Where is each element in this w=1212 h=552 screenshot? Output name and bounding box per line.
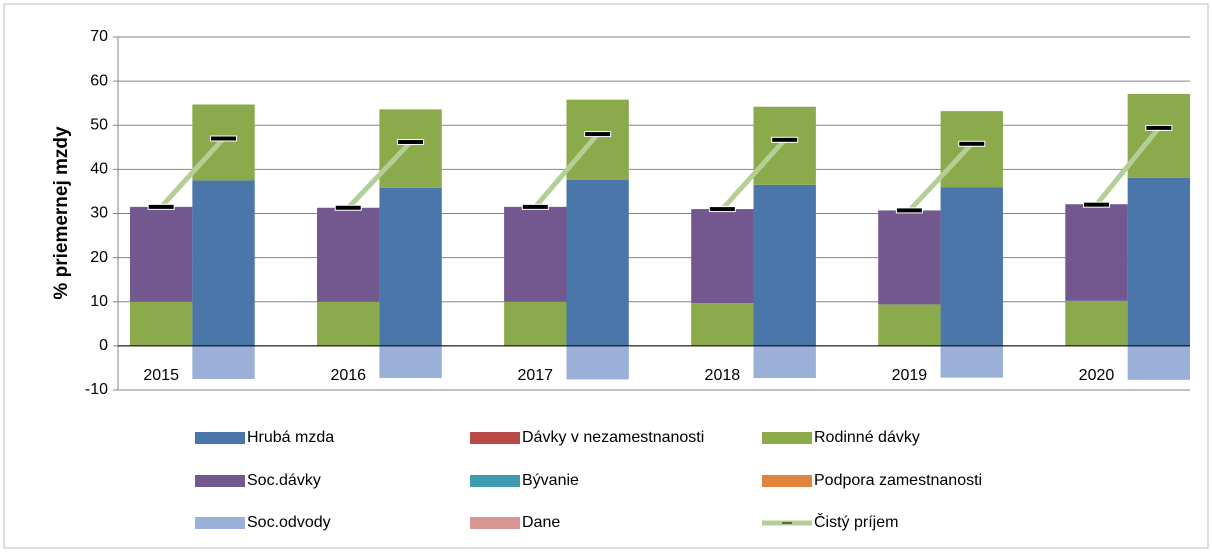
bar-segment bbox=[317, 301, 380, 346]
line bbox=[346, 140, 413, 210]
line-marker bbox=[1145, 124, 1173, 131]
y-tick-label: 10 bbox=[90, 293, 108, 310]
bar-segment bbox=[192, 345, 255, 379]
bar-segment bbox=[691, 209, 754, 304]
bar-segment bbox=[878, 304, 941, 346]
y-tick-label: 70 bbox=[90, 28, 108, 45]
legend-swatch bbox=[470, 475, 520, 487]
legend-label: Soc.odvody bbox=[247, 514, 331, 531]
line bbox=[720, 138, 787, 211]
bar-segment bbox=[504, 301, 567, 346]
x-tick-label: 2015 bbox=[143, 367, 179, 384]
bar-segment bbox=[1065, 300, 1128, 346]
line bbox=[907, 142, 974, 213]
x-tick-label: 2016 bbox=[330, 367, 366, 384]
bar-segment bbox=[566, 99, 629, 180]
bar-segment bbox=[691, 303, 754, 346]
y-tick-label: -10 bbox=[85, 381, 108, 398]
bar-segment bbox=[192, 180, 255, 346]
bar-segment bbox=[753, 345, 816, 379]
legend-label: Dávky v nezamestnanosti bbox=[522, 429, 704, 446]
bar-segment bbox=[753, 184, 816, 346]
bar-segment bbox=[566, 345, 629, 380]
line bbox=[159, 136, 226, 209]
x-tick-label: 2020 bbox=[1079, 367, 1115, 384]
legend-label: Soc.dávky bbox=[247, 472, 321, 489]
line-marker bbox=[771, 136, 799, 143]
line bbox=[533, 132, 600, 209]
bar-segment bbox=[753, 106, 816, 185]
bar-segment bbox=[1065, 204, 1128, 301]
x-tick-label: 2018 bbox=[705, 367, 741, 384]
bar-segment bbox=[192, 104, 255, 181]
line-marker bbox=[708, 206, 736, 213]
x-tick-label: 2019 bbox=[892, 367, 928, 384]
legend-label: Rodinné dávky bbox=[814, 429, 920, 446]
legend-label: Bývanie bbox=[522, 472, 579, 489]
bar-segment bbox=[878, 210, 941, 305]
line bbox=[1094, 126, 1161, 207]
legend-label: Podpora zamestnanosti bbox=[814, 472, 982, 489]
y-axis-label: % priemernej mzdy bbox=[51, 126, 72, 300]
legend-label: Hrubá mzda bbox=[247, 429, 334, 446]
legend-swatch bbox=[470, 517, 520, 529]
line-marker bbox=[1082, 201, 1110, 208]
line-marker bbox=[958, 140, 986, 147]
line-marker bbox=[584, 131, 612, 138]
bar-segment bbox=[379, 187, 442, 346]
line-marker bbox=[397, 139, 425, 146]
legend-swatch bbox=[195, 432, 245, 444]
x-tick-label: 2017 bbox=[517, 367, 553, 384]
y-tick-label: 20 bbox=[90, 249, 108, 266]
bar-segment bbox=[130, 301, 193, 346]
bar-segment bbox=[940, 345, 1003, 378]
line-marker bbox=[334, 204, 362, 211]
line-marker bbox=[521, 203, 549, 210]
bar-segment bbox=[940, 187, 1003, 346]
y-tick-label: 0 bbox=[99, 337, 108, 354]
line-marker bbox=[895, 207, 923, 214]
legend-label: Čistý príjem bbox=[814, 512, 898, 531]
bar-segment bbox=[130, 206, 193, 302]
y-tick-label: 40 bbox=[90, 161, 108, 178]
bar-segment bbox=[317, 207, 380, 302]
legend-swatch bbox=[470, 432, 520, 444]
bar-segment bbox=[1127, 177, 1190, 346]
bar-segment bbox=[940, 111, 1003, 188]
bar-segment bbox=[379, 345, 442, 379]
bar-segment bbox=[379, 109, 442, 188]
legend-swatch bbox=[762, 475, 812, 487]
y-tick-label: 30 bbox=[90, 205, 108, 222]
bar-segment bbox=[504, 206, 567, 302]
legend-label: Dane bbox=[522, 514, 560, 531]
line-marker bbox=[210, 135, 238, 142]
bar-segment bbox=[1127, 345, 1190, 380]
y-tick-label: 60 bbox=[90, 72, 108, 89]
bar-segment bbox=[1127, 93, 1190, 178]
bar-segment bbox=[566, 179, 629, 346]
line-marker bbox=[147, 203, 175, 210]
y-tick-label: 50 bbox=[90, 116, 108, 133]
legend-swatch bbox=[195, 475, 245, 487]
legend-swatch bbox=[762, 432, 812, 444]
legend-swatch bbox=[195, 517, 245, 529]
